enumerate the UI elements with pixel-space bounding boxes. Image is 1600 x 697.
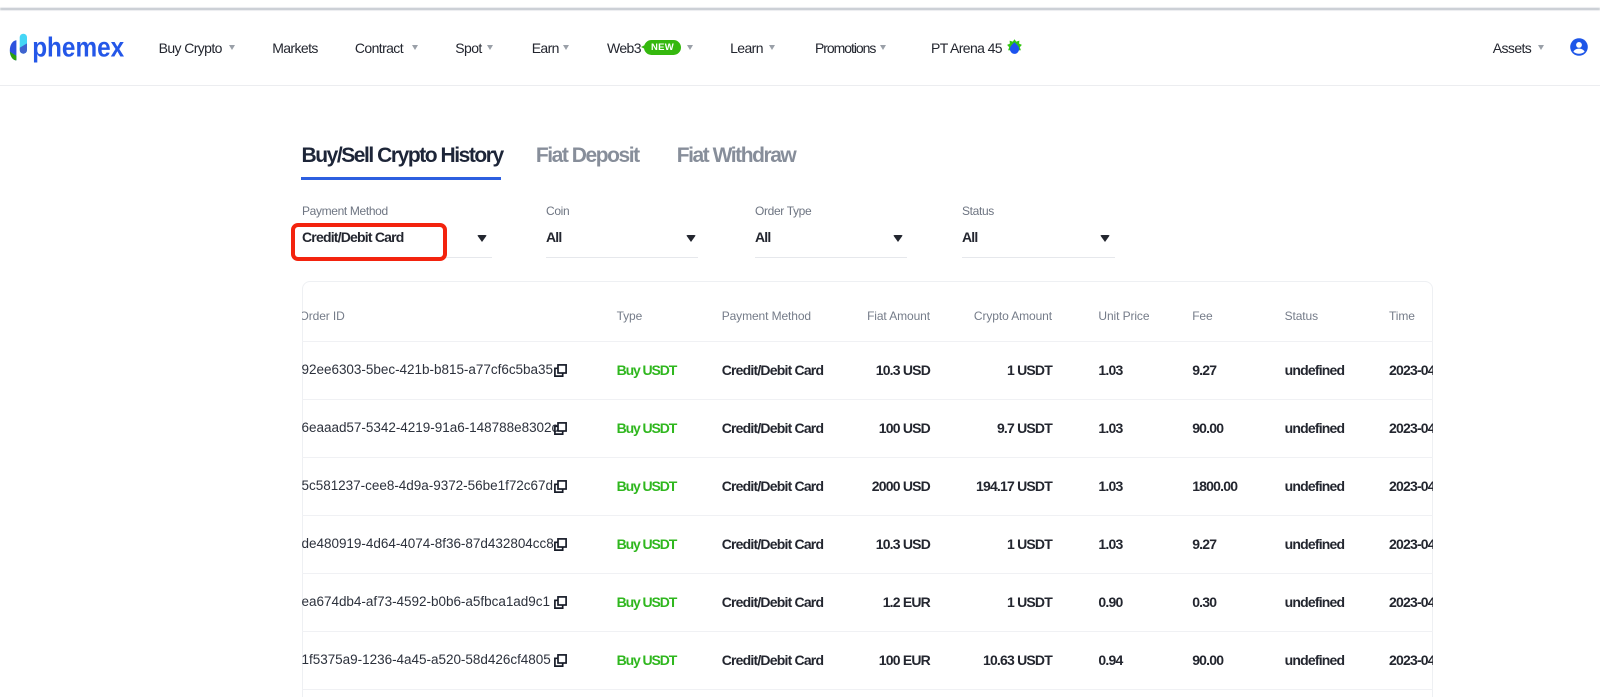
svg-text:phemex: phemex	[32, 32, 125, 63]
